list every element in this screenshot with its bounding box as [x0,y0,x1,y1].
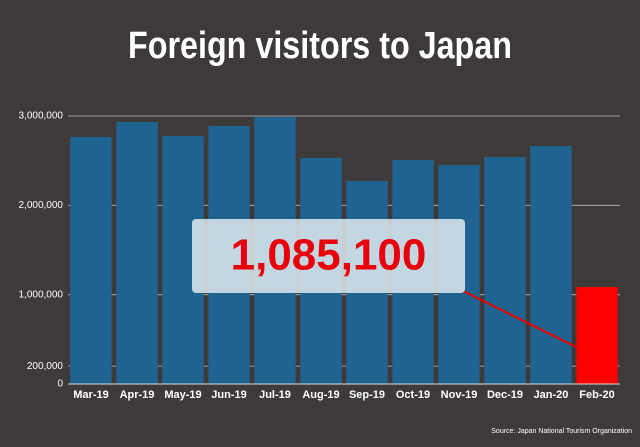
y-tick-label: 0 [57,379,63,390]
bar [484,157,526,384]
y-tick-label: 200,000 [27,361,64,372]
chart-title: Foreign visitors to Japan [128,25,512,67]
y-tick-label: 3,000,000 [19,111,64,122]
x-tick-label: May-19 [164,389,201,401]
bar [70,136,112,384]
y-tick-label: 2,000,000 [19,200,64,211]
x-tick-label: Dec-19 [487,389,523,401]
x-tick-label: Apr-19 [120,389,155,401]
x-tick-label: Oct-19 [396,389,430,401]
x-tick-label: Aug-19 [302,389,339,401]
x-tick-label: Feb-20 [579,389,614,401]
bar [576,287,618,384]
x-tick-label: Jun-19 [211,389,246,401]
x-tick-label: Sep-19 [349,389,385,401]
x-tick-label: Jul-19 [259,389,291,401]
bar [116,121,158,384]
y-tick-label: 1,000,000 [19,289,64,300]
data-label: 1,085,100 [231,231,427,280]
x-tick-label: Jan-20 [534,389,569,401]
x-tick-label: Nov-19 [441,389,478,401]
callout-line [462,290,577,348]
bar [530,146,572,384]
x-tick-label: Mar-19 [73,389,108,401]
source: Source: Japan National Tourism Organizat… [491,428,632,435]
callout-box [192,219,465,293]
